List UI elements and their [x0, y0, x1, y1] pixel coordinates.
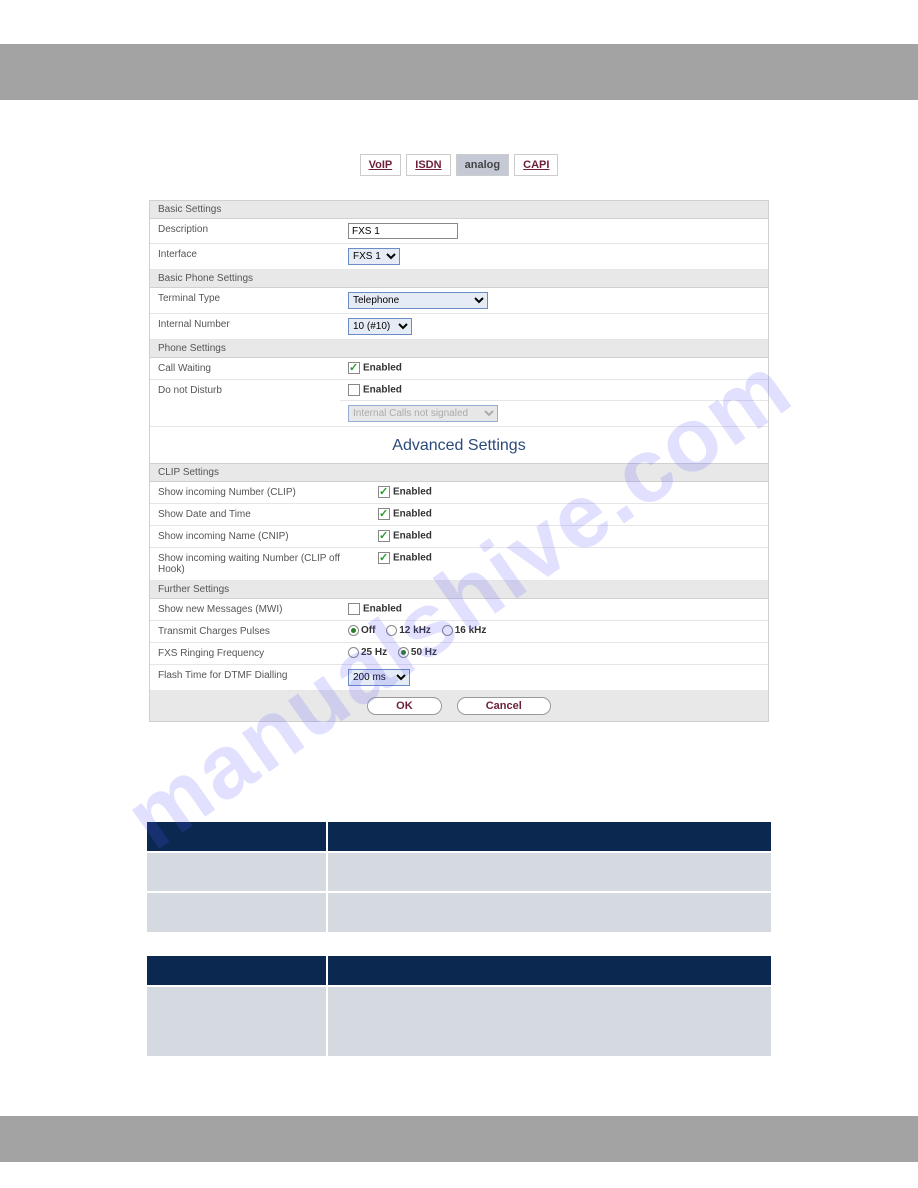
select-flash-time[interactable]: 200 ms [348, 669, 410, 686]
label-call-waiting: Call Waiting [150, 358, 340, 379]
enabled-mwi: Enabled [363, 604, 402, 615]
section-basic-settings: Basic Settings [150, 201, 768, 219]
section-clip: CLIP Settings [150, 464, 768, 482]
tab-bar: VoIP ISDN analog CAPI [48, 154, 870, 176]
tab-voip[interactable]: VoIP [360, 154, 402, 176]
label-charges: Transmit Charges Pulses [150, 621, 340, 642]
enabled-clip-off-hook: Enabled [393, 553, 432, 564]
checkbox-cnip[interactable] [378, 530, 390, 542]
radio-charges-off[interactable] [348, 625, 359, 636]
label-interface: Interface [150, 244, 340, 269]
label-internal-number: Internal Number [150, 314, 340, 339]
radio-charges-12[interactable] [386, 625, 397, 636]
label-flash-time: Flash Time for DTMF Dialling [150, 665, 340, 690]
top-bar [0, 44, 918, 100]
ok-button[interactable]: OK [367, 697, 442, 715]
radio-label-25: 25 Hz [361, 647, 387, 658]
radio-label-12: 12 kHz [399, 625, 431, 636]
radio-label-50: 50 Hz [411, 647, 437, 658]
radio-ringing-25[interactable] [348, 647, 359, 658]
checkbox-mwi[interactable] [348, 603, 360, 615]
checkbox-date-time[interactable] [378, 508, 390, 520]
advanced-settings-title: Advanced Settings [150, 427, 768, 464]
select-interface[interactable]: FXS 1 [348, 248, 400, 265]
radio-label-16: 16 kHz [455, 625, 487, 636]
section-phone-settings: Phone Settings [150, 340, 768, 358]
section-basic-phone: Basic Phone Settings [150, 270, 768, 288]
enabled-dnd: Enabled [363, 385, 402, 396]
label-clip-off-hook: Show incoming waiting Number (CLIP off H… [150, 548, 370, 580]
label-cnip: Show incoming Name (CNIP) [150, 526, 370, 547]
label-ringing: FXS Ringing Frequency [150, 643, 340, 664]
settings-panel: Basic Settings Description Interface FXS… [149, 200, 769, 722]
select-dnd: Internal Calls not signaled [348, 405, 498, 422]
radio-label-off: Off [361, 625, 375, 636]
button-bar: OK Cancel [150, 691, 768, 721]
input-description[interactable] [348, 223, 458, 239]
radio-charges-16[interactable] [442, 625, 453, 636]
checkbox-clip[interactable] [378, 486, 390, 498]
enabled-date-time: Enabled [393, 509, 432, 520]
label-date-time: Show Date and Time [150, 504, 370, 525]
label-clip: Show incoming Number (CLIP) [150, 482, 370, 503]
radio-ringing-50[interactable] [398, 647, 409, 658]
checkbox-call-waiting[interactable] [348, 362, 360, 374]
label-terminal-type: Terminal Type [150, 288, 340, 313]
info-table-2 [147, 956, 771, 1056]
enabled-call-waiting: Enabled [363, 363, 402, 374]
tab-capi[interactable]: CAPI [514, 154, 558, 176]
bottom-bar [0, 1116, 918, 1162]
label-dnd: Do not Disturb [150, 380, 340, 426]
enabled-cnip: Enabled [393, 531, 432, 542]
select-terminal-type[interactable]: Telephone [348, 292, 488, 309]
checkbox-dnd[interactable] [348, 384, 360, 396]
enabled-clip: Enabled [393, 487, 432, 498]
cancel-button[interactable]: Cancel [457, 697, 551, 715]
info-table-1 [147, 822, 771, 932]
tab-isdn[interactable]: ISDN [406, 154, 450, 176]
label-mwi: Show new Messages (MWI) [150, 599, 340, 620]
select-internal-number[interactable]: 10 (#10) [348, 318, 412, 335]
section-further: Further Settings [150, 581, 768, 599]
label-description: Description [150, 219, 340, 243]
checkbox-clip-off-hook[interactable] [378, 552, 390, 564]
tab-analog[interactable]: analog [456, 154, 509, 176]
